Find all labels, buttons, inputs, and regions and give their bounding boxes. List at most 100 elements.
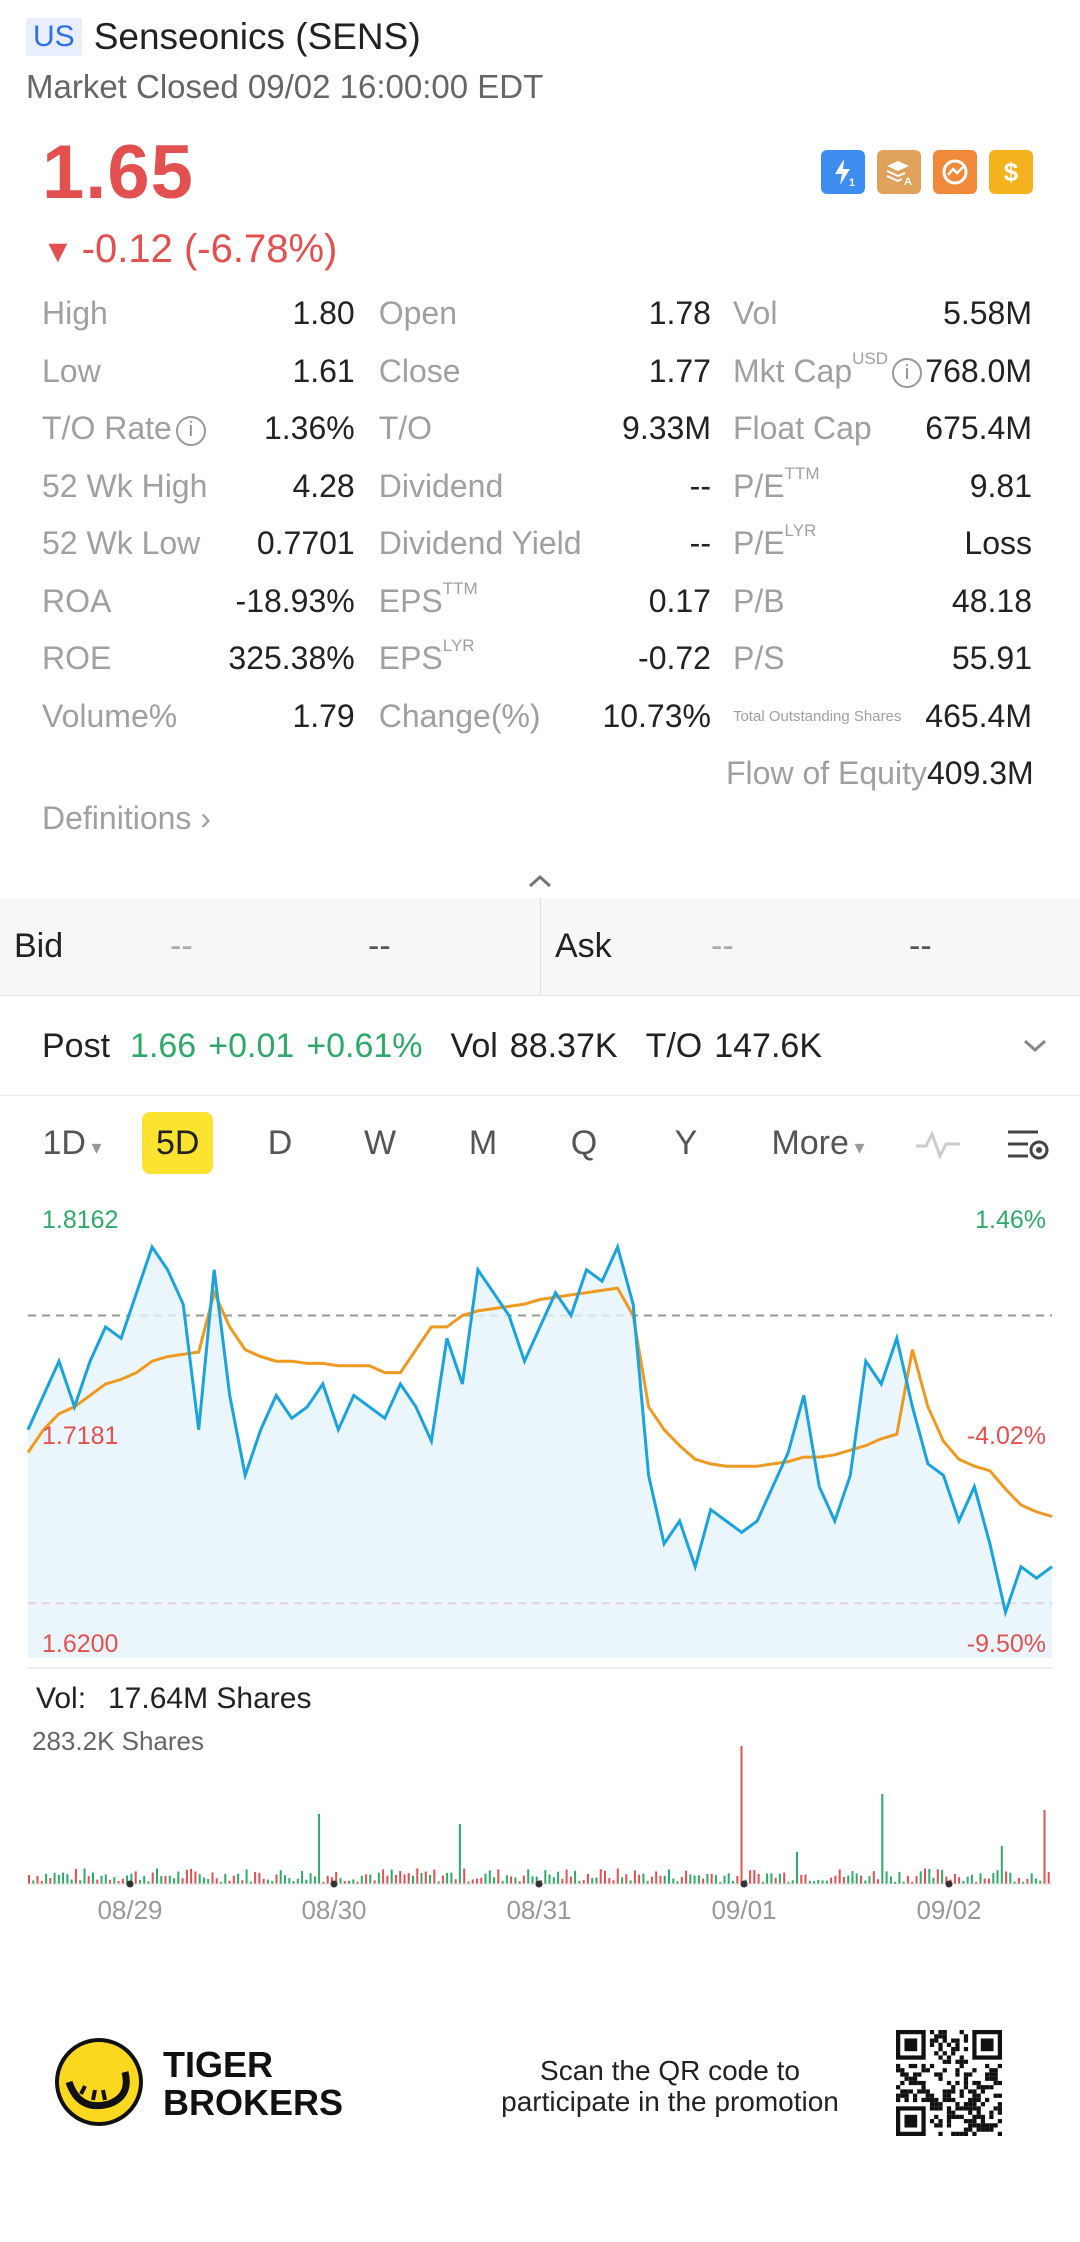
bid-label: Bid [14,927,64,965]
definitions-link[interactable]: Definitions › [42,800,211,837]
volume-bar [906,1875,909,1884]
qr-module [963,2127,969,2132]
qr-module [985,2127,990,2132]
post-market-row[interactable]: Post 1.66 +0.01 +0.61% Vol 88.37K T/O 14… [0,998,1080,1096]
header: US Senseonics (SENS) Market Closed 09/02… [26,12,1056,106]
chart-settings-icon[interactable] [1002,1112,1052,1174]
promo-footer: TIGER BROKERS Scan the QR code to partic… [0,2010,1080,2160]
stat-value: 9.33M [622,410,711,447]
volume-bar [599,1869,602,1884]
stat-label: Change(%) [378,697,541,734]
stat-label: T/O Rate i [42,410,206,447]
qr-module [900,2089,905,2094]
qr-module [917,2089,922,2094]
qr-module [946,2080,952,2086]
volume-bar [621,1877,624,1884]
ask-price: -- [711,927,734,965]
volume-bar [271,1880,274,1884]
qr-module [968,2123,973,2128]
indicator-toggle-icon[interactable] [912,1112,964,1174]
volume-bar [450,1872,453,1884]
layers-a-icon[interactable]: A [877,150,921,194]
stat-row: 52 Wk High 4.28 Dividend -- P/ETTM 9.81 [42,458,1032,516]
volume-bar [228,1880,231,1884]
volume-bar [706,1874,709,1884]
ask-label: Ask [555,927,612,965]
qr-module [904,2089,909,2094]
chevron-down-icon[interactable] [1020,1030,1050,1064]
tab-more[interactable]: More ▾ [771,1124,865,1162]
volume-bar [117,1880,120,1884]
stat-label: Mkt CapUSDi [733,349,923,390]
qr-module [929,2106,935,2111]
tab-1d[interactable]: 1D ▾ [42,1124,102,1162]
volume-bar [100,1875,103,1884]
info-icon[interactable]: i [892,358,923,389]
collapse-caret-icon[interactable] [525,865,555,899]
volume-bar [1000,1846,1003,1884]
title-row: US Senseonics (SENS) [26,12,1056,62]
volume-bar [275,1874,278,1884]
qr-module [963,2131,969,2136]
volume-bar [774,1877,777,1884]
volume-bar [79,1880,82,1884]
qr-module [997,2119,1002,2124]
tab-5d[interactable]: 5D [142,1112,214,1174]
volume-bar [420,1872,423,1884]
qr-module [904,2072,909,2077]
volume-bar [565,1869,568,1884]
volume-bar [881,1794,884,1884]
intraday-chart[interactable]: 1.8162 1.7181 1.6200 1.46% -4.02% -9.50% Vol: 1… [0,1188,1080,1928]
qr-module [963,2059,969,2064]
volume-bar [446,1872,449,1884]
qr-module [946,2123,952,2128]
volume-bar [143,1875,146,1884]
stat-value: 675.4M [925,410,1032,447]
chart-circle-icon[interactable] [933,150,977,194]
qr-module [963,2038,969,2043]
qr-module [929,2119,935,2124]
volume-bar [57,1875,60,1884]
volume-bar [877,1879,880,1884]
info-icon[interactable]: i [175,415,206,446]
tab-d[interactable]: D [267,1124,293,1162]
volume-bar [936,1869,939,1884]
qr-module [997,2093,1002,2098]
tab-m[interactable]: M [468,1124,498,1162]
qr-module [938,2119,943,2124]
volume-bar [830,1877,833,1884]
volume-bar [40,1880,43,1884]
qr-module [976,2085,981,2090]
qr-module [968,2072,973,2077]
volume-bar [915,1876,918,1884]
qr-module [972,2080,977,2086]
volume-bar [416,1868,419,1884]
qr-module [959,2114,964,2120]
tab-y[interactable]: Y [674,1124,698,1162]
qr-module [904,2097,909,2103]
qr-module [942,2097,947,2103]
volume-bar [932,1877,935,1884]
qr-module [938,2131,943,2136]
volume-bar [1034,1878,1037,1884]
volume-bar [185,1870,188,1884]
qr-module [972,2097,977,2103]
qr-module [989,2085,994,2090]
lightning-level-1-icon[interactable]: 1 [821,150,865,194]
tab-q[interactable]: Q [570,1124,598,1162]
qr-module [946,2042,952,2047]
stat-cell: Open 1.78 [379,295,711,332]
stat-row: Flow of Equity 409.3M [42,745,1034,803]
qr-module [929,2093,935,2098]
volume-bar [202,1877,205,1884]
tab-w[interactable]: W [363,1124,397,1162]
stat-label: EPSTTM [378,578,478,619]
volume-bar [804,1874,807,1884]
dollar-icon[interactable]: $ [989,150,1033,194]
volume-bar [335,1872,338,1884]
price-line [26,1242,1053,1618]
qr-module [985,2097,990,2103]
ask-section: Ask -- -- [540,898,1080,995]
qr-module [993,2093,998,2098]
stat-cell: P/S 55.91 [733,640,1032,677]
